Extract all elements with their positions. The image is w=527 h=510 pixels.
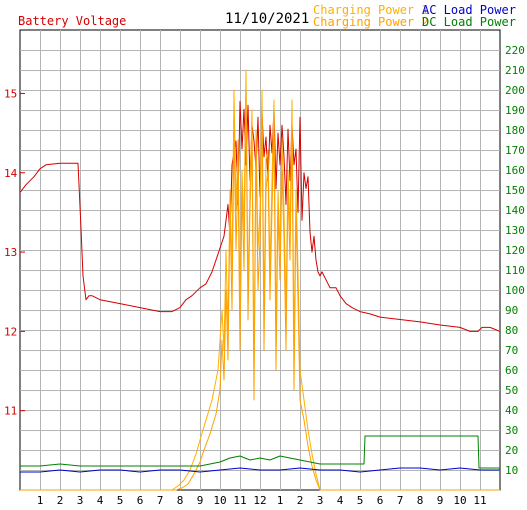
x-tick-label: 7: [157, 494, 164, 507]
x-tick-label: 8: [417, 494, 424, 507]
right-tick-label: 150: [505, 184, 525, 197]
left-tick-label: 11: [4, 405, 17, 418]
x-tick-label: 1: [277, 494, 284, 507]
series-line-charging-power-2: [20, 89, 500, 491]
right-tick-label: 160: [505, 164, 525, 177]
x-tick-label: 5: [357, 494, 364, 507]
right-tick-label: 50: [505, 384, 518, 397]
x-tick-label: 3: [317, 494, 324, 507]
x-tick-label: 4: [97, 494, 104, 507]
right-tick-label: 130: [505, 224, 525, 237]
x-tick-label: 9: [437, 494, 444, 507]
x-tick-label: 12: [253, 494, 266, 507]
left-tick-label: 12: [4, 325, 17, 338]
right-tick-label: 210: [505, 64, 525, 77]
x-tick-label: 9: [197, 494, 204, 507]
right-tick-label: 70: [505, 344, 518, 357]
x-tick-label: 7: [397, 494, 404, 507]
right-tick-label: 20: [505, 444, 518, 457]
right-tick-label: 170: [505, 144, 525, 157]
x-tick-label: 8: [177, 494, 184, 507]
x-tick-label: 6: [137, 494, 144, 507]
x-tick-label: 2: [297, 494, 304, 507]
right-tick-label: 190: [505, 104, 525, 117]
right-tick-label: 90: [505, 304, 518, 317]
series-line-ac-load-power: [20, 467, 500, 473]
chart-date: 11/10/2021: [225, 11, 310, 27]
right-tick-label: 40: [505, 404, 518, 417]
x-tick-label: 11: [233, 494, 246, 507]
x-tick-label: 2: [57, 494, 64, 507]
legend-dc-load-power: DC Load Power: [422, 15, 516, 29]
legend-ac-load-power: AC Load Power: [422, 3, 516, 17]
x-tick-label: 11: [473, 494, 486, 507]
x-tick-label: 10: [453, 494, 466, 507]
series-layer: [19, 69, 501, 491]
x-tick-label: 3: [77, 494, 84, 507]
right-tick-label: 10: [505, 464, 518, 477]
x-tick-label: 6: [377, 494, 384, 507]
x-tick-label: 4: [337, 494, 344, 507]
right-tick-label: 120: [505, 244, 525, 257]
right-tick-label: 200: [505, 84, 525, 97]
series-line-dc-load-power: [20, 435, 500, 469]
right-tick-label: 140: [505, 204, 525, 217]
x-tick-label: 5: [117, 494, 124, 507]
right-tick-label: 80: [505, 324, 518, 337]
left-tick-label: 15: [4, 87, 17, 100]
series-line-battery-voltage: [19, 100, 501, 332]
right-tick-label: 110: [505, 264, 525, 277]
right-tick-label: 30: [505, 424, 518, 437]
legend-charging-power-2: Charging Power 2: [313, 15, 429, 29]
left-tick-label: 14: [4, 167, 18, 180]
tick-labels: 1 2 3 4 5 6 7 8 9 10 11 12 1 2 3 4 5 6 7 8 9 10 11111213141510…: [4, 44, 525, 507]
right-tick-label: 180: [505, 124, 525, 137]
x-tick-label: 10: [213, 494, 226, 507]
x-tick-label: 1: [37, 494, 44, 507]
right-tick-label: 220: [505, 44, 525, 57]
right-tick-label: 60: [505, 364, 518, 377]
left-axis-title: Battery Voltage: [18, 14, 127, 28]
right-tick-label: 100: [505, 284, 525, 297]
left-tick-label: 13: [4, 246, 17, 259]
legend-charging-power-1: Charging Power 1: [313, 3, 429, 17]
